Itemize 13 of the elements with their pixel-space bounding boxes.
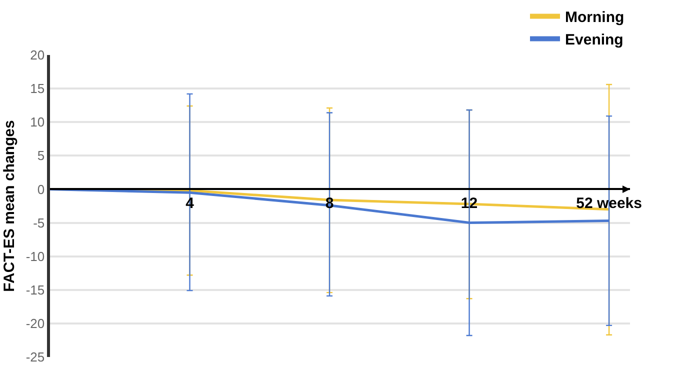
y-tick-label: 20 [30, 48, 45, 63]
legend-label: Evening [565, 32, 624, 49]
y-tick-label: -15 [26, 282, 45, 298]
y-tick-label: -20 [26, 316, 45, 331]
y-tick-label: 15 [30, 81, 45, 96]
y-tick-label: 0 [37, 182, 45, 197]
y-tick-label: -25 [26, 350, 45, 365]
y-tick-label: -5 [33, 215, 45, 230]
y-axis-title: FACT-ES mean changes [1, 120, 18, 292]
y-tick-label: -10 [26, 248, 45, 264]
y-tick-label: 5 [37, 148, 45, 164]
y-tick-label: 10 [30, 114, 45, 130]
legend-label: Morning [565, 9, 624, 26]
